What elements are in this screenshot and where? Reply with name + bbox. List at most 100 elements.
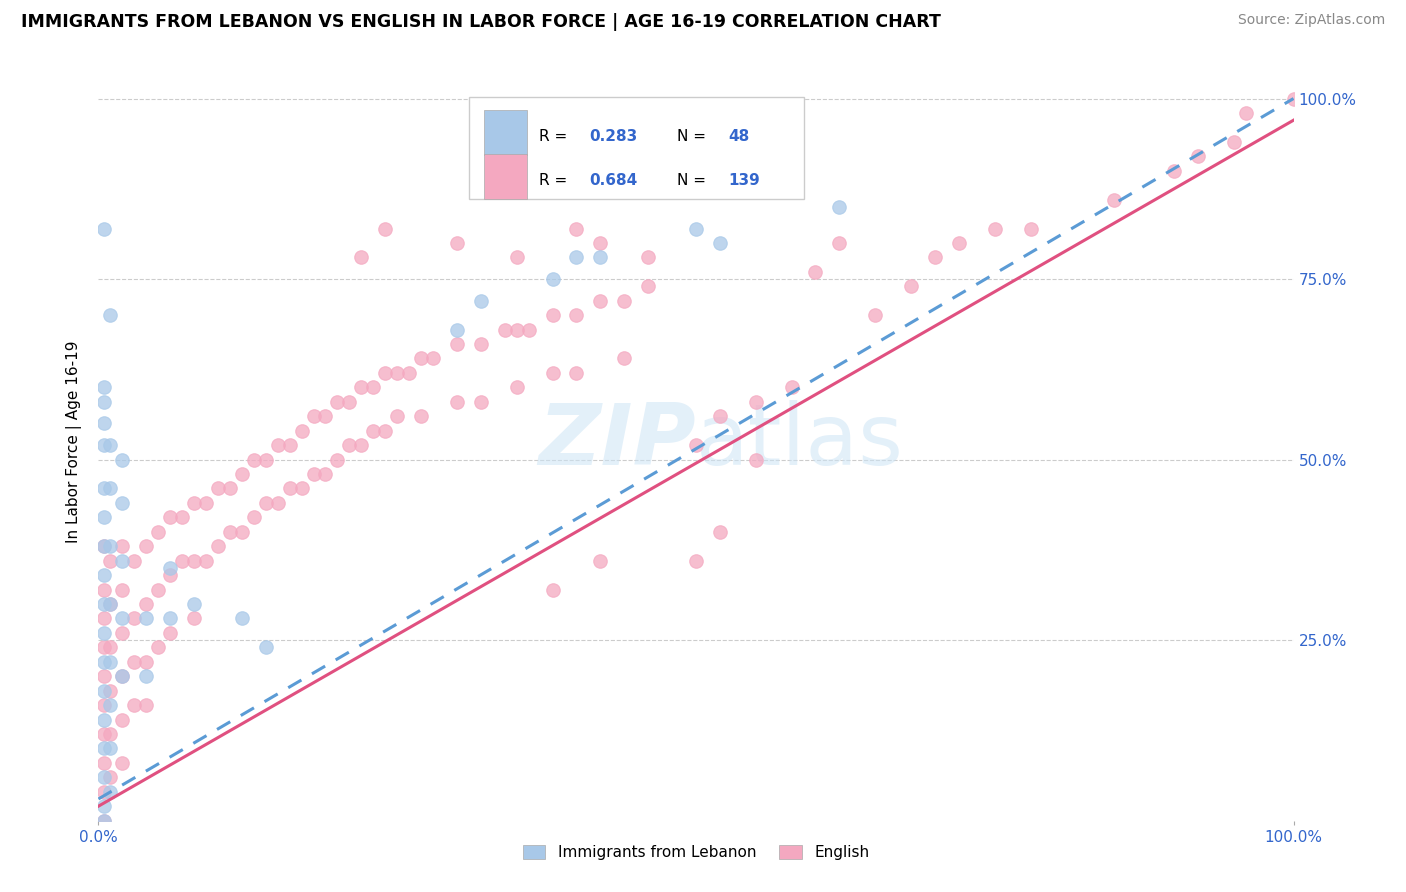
Point xyxy=(93,655,115,669)
Text: R =: R = xyxy=(540,173,572,188)
Point xyxy=(565,221,588,235)
Point xyxy=(243,452,266,467)
Point xyxy=(159,611,181,625)
Point xyxy=(93,539,115,553)
Point xyxy=(506,323,529,337)
Point xyxy=(135,597,157,611)
Point xyxy=(111,452,134,467)
Point xyxy=(98,741,122,756)
Point xyxy=(231,524,253,539)
Point xyxy=(254,496,277,510)
Point xyxy=(411,351,433,366)
Point xyxy=(350,438,373,452)
Point xyxy=(637,251,659,265)
Point xyxy=(302,467,325,481)
Point xyxy=(924,251,946,265)
Point xyxy=(1163,163,1185,178)
Point xyxy=(207,539,229,553)
Text: atlas: atlas xyxy=(696,400,904,483)
Point xyxy=(93,597,115,611)
Point xyxy=(93,482,115,496)
Point xyxy=(541,308,564,322)
Legend: Immigrants from Lebanon, English: Immigrants from Lebanon, English xyxy=(516,838,876,866)
Text: ZIP: ZIP xyxy=(538,400,696,483)
Point xyxy=(159,561,181,575)
Point xyxy=(219,482,242,496)
FancyBboxPatch shape xyxy=(470,96,804,199)
Point xyxy=(148,524,170,539)
Point xyxy=(709,524,731,539)
Point xyxy=(93,770,115,784)
Point xyxy=(124,611,146,625)
Point xyxy=(207,482,229,496)
Point xyxy=(470,337,492,351)
Point xyxy=(745,452,768,467)
Point xyxy=(93,669,115,683)
Point xyxy=(278,438,301,452)
Point xyxy=(98,597,122,611)
Point xyxy=(98,308,122,322)
Point xyxy=(446,394,468,409)
Point xyxy=(506,251,529,265)
Point xyxy=(93,568,115,582)
Point xyxy=(565,308,588,322)
Point xyxy=(111,611,134,625)
Point xyxy=(613,351,636,366)
Point xyxy=(93,640,115,655)
Point xyxy=(385,409,409,424)
Point xyxy=(111,496,134,510)
Point xyxy=(780,380,803,394)
Point xyxy=(374,221,396,235)
Point xyxy=(470,394,492,409)
FancyBboxPatch shape xyxy=(485,154,527,199)
Point xyxy=(900,279,922,293)
Point xyxy=(374,366,396,380)
Point xyxy=(339,438,361,452)
Point xyxy=(93,785,115,799)
Point xyxy=(350,380,373,394)
Point xyxy=(541,366,564,380)
Point xyxy=(828,200,851,214)
Point xyxy=(98,438,122,452)
Point xyxy=(93,814,115,828)
Point xyxy=(1223,135,1246,149)
Point xyxy=(148,640,170,655)
FancyBboxPatch shape xyxy=(485,110,527,154)
Point xyxy=(111,539,134,553)
Point xyxy=(98,698,122,712)
Point xyxy=(709,235,731,250)
Point xyxy=(98,539,122,553)
Point xyxy=(494,323,516,337)
Point xyxy=(93,698,115,712)
Point xyxy=(93,438,115,452)
Point xyxy=(135,669,157,683)
Point xyxy=(326,452,349,467)
Point xyxy=(411,409,433,424)
Point xyxy=(135,655,157,669)
Point xyxy=(278,482,301,496)
Point xyxy=(541,582,564,597)
Point xyxy=(98,683,122,698)
Point xyxy=(385,366,409,380)
Point xyxy=(267,496,290,510)
Point xyxy=(1282,91,1305,105)
Point xyxy=(93,221,115,235)
Point xyxy=(709,409,731,424)
Text: 0.283: 0.283 xyxy=(589,128,638,144)
Point xyxy=(637,279,659,293)
Point xyxy=(685,438,707,452)
Point xyxy=(374,424,396,438)
Point xyxy=(350,251,373,265)
Text: 48: 48 xyxy=(728,128,749,144)
Point xyxy=(98,770,122,784)
Point xyxy=(948,235,970,250)
Point xyxy=(565,251,588,265)
Point xyxy=(470,293,492,308)
Point xyxy=(111,713,134,727)
Point xyxy=(984,221,1007,235)
Point xyxy=(183,496,205,510)
Point xyxy=(315,467,337,481)
Point xyxy=(302,409,325,424)
Point xyxy=(1019,221,1042,235)
Point xyxy=(685,221,707,235)
